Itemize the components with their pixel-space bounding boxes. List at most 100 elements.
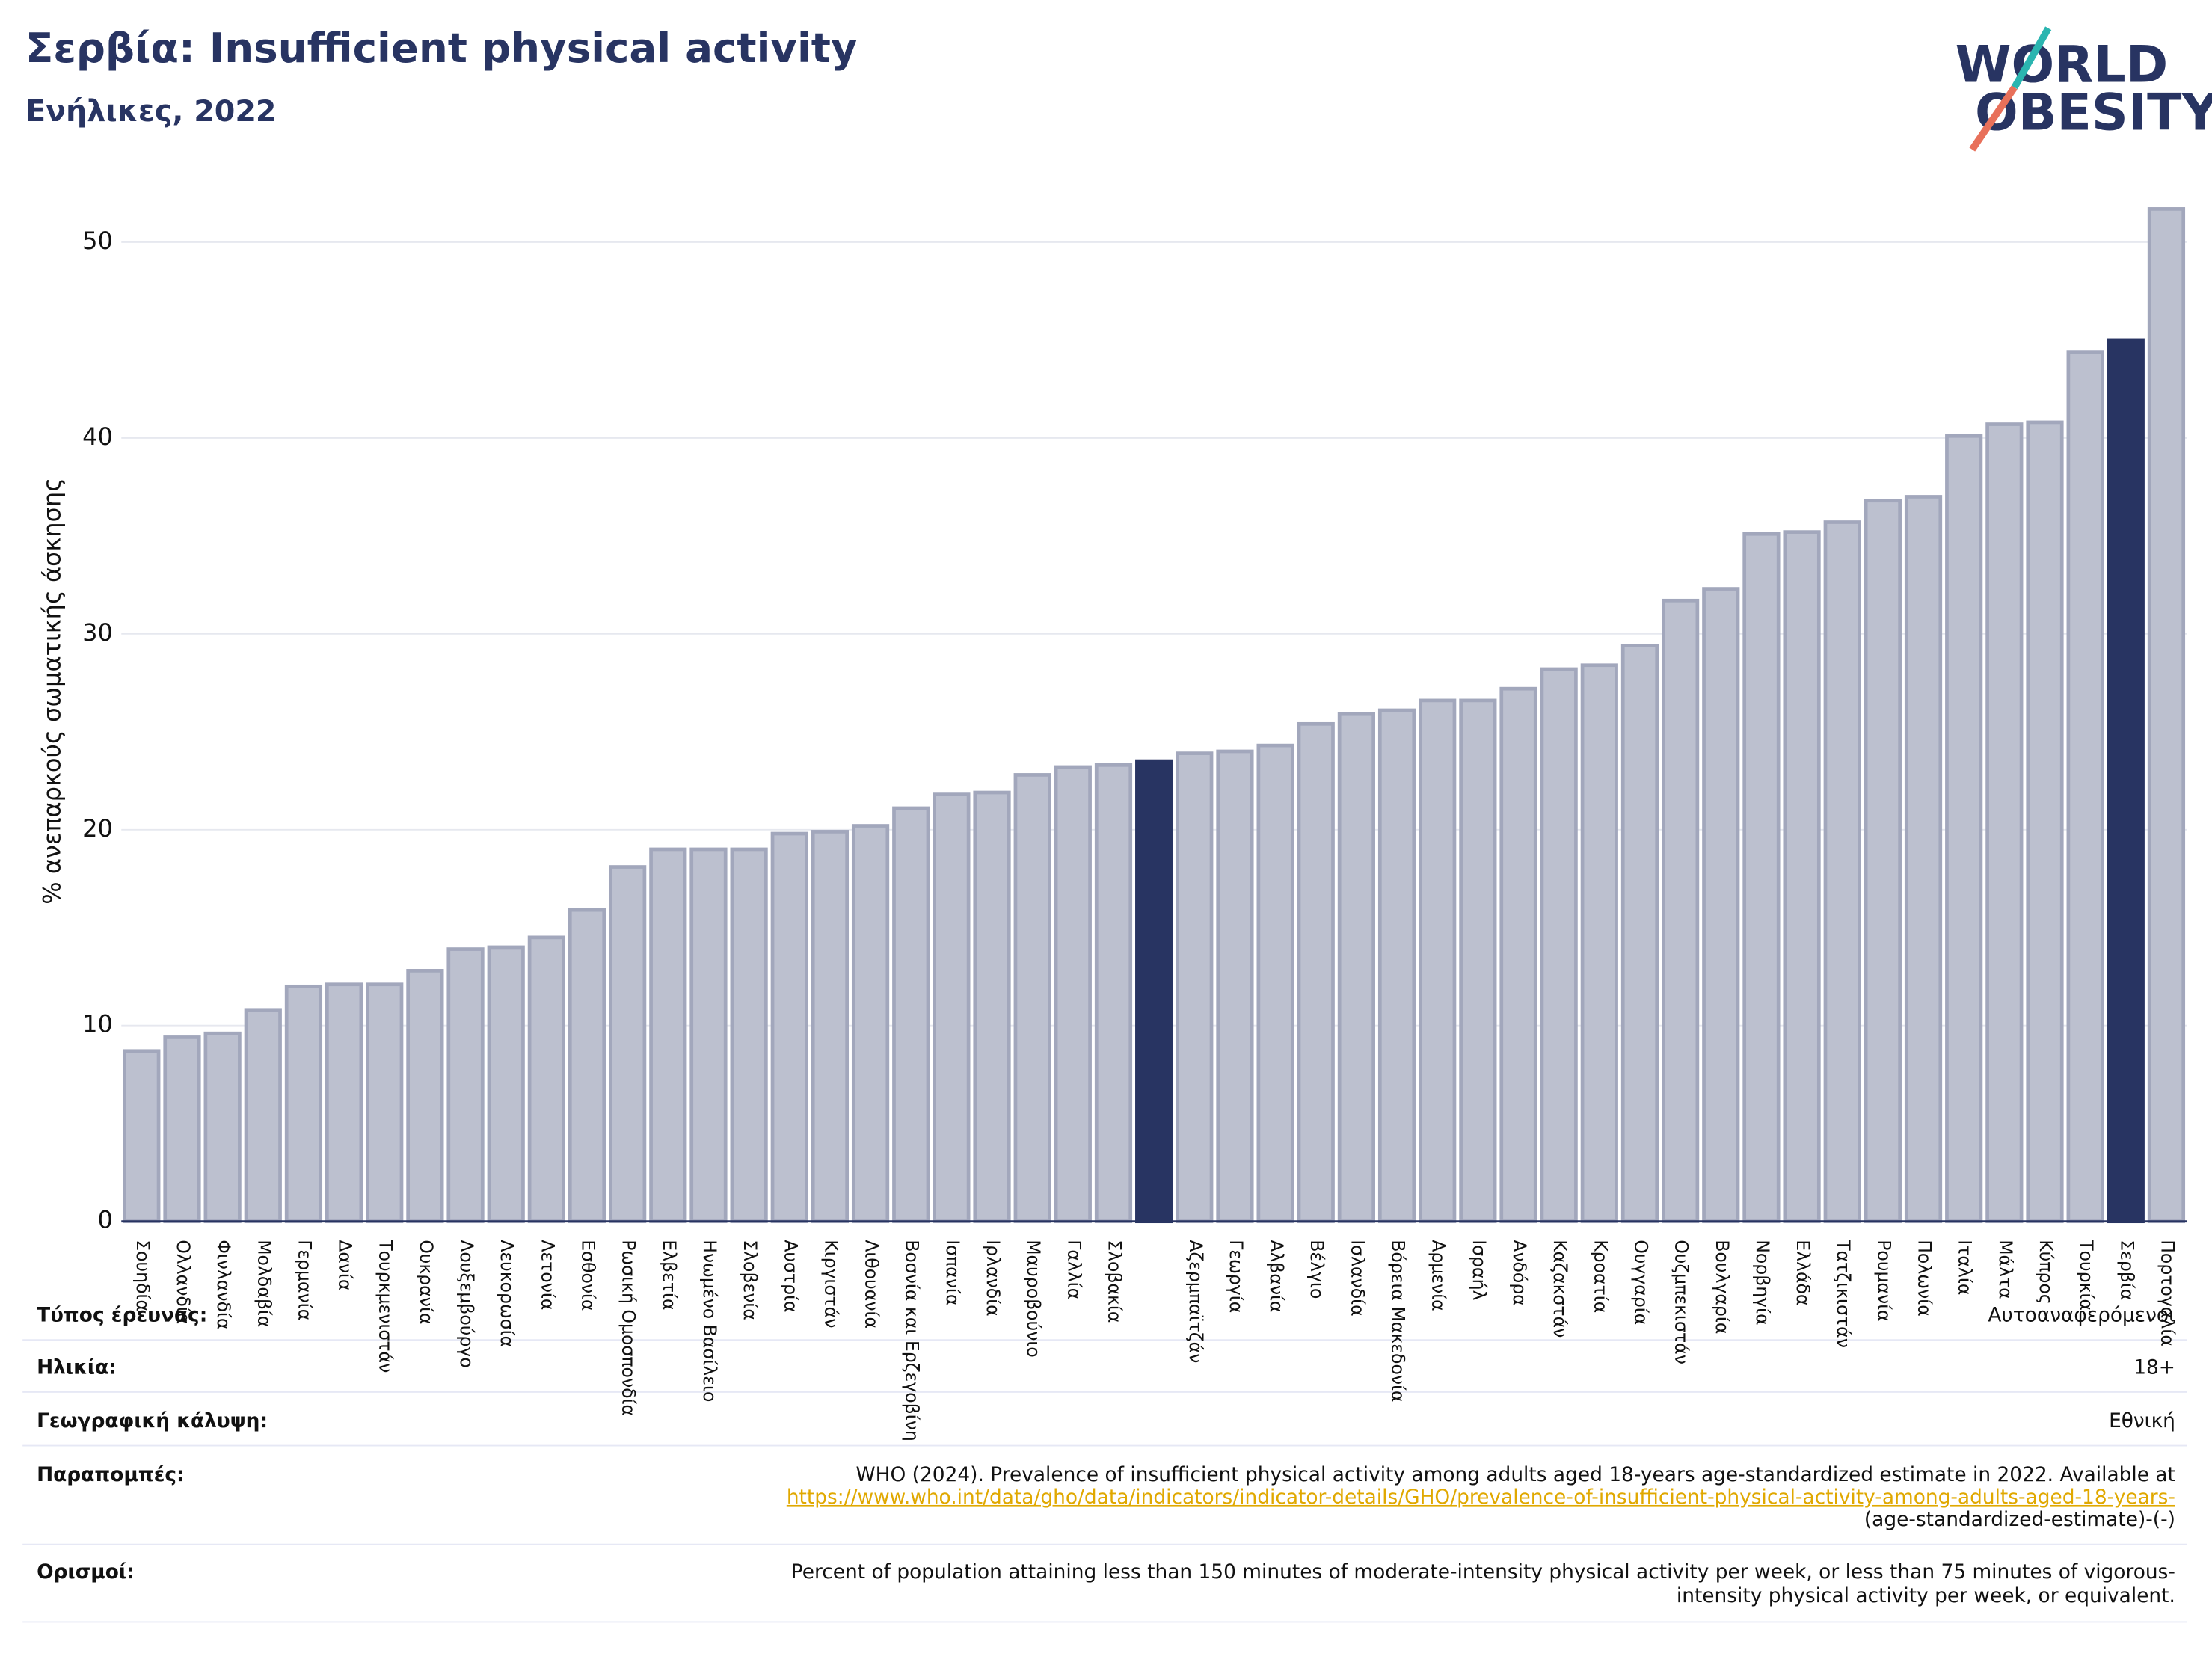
detail-value: Percent of population attaining less tha… xyxy=(791,1560,2175,1583)
y-axis-label: % ανεπαρκούς σωματικής άσκησης xyxy=(38,478,67,905)
bar xyxy=(284,984,323,1224)
bar xyxy=(123,1049,161,1224)
x-tick-label: Τουρκία xyxy=(2076,1239,2097,1311)
x-tick-label: Τουρκμενιστάν xyxy=(375,1239,396,1373)
chart-subtitle: Ενήλικες, 2022 xyxy=(25,94,276,129)
detail-label: Γεωγραφική κάλυψη: xyxy=(37,1409,268,1432)
bar xyxy=(568,908,606,1224)
detail-value: Εθνική xyxy=(2109,1409,2175,1432)
bar xyxy=(1377,708,1416,1224)
bar xyxy=(933,792,971,1224)
bar xyxy=(1823,520,1861,1224)
x-tick-label: Αλβανία xyxy=(1266,1240,1287,1312)
x-tick-label: Ουκρανία xyxy=(416,1240,437,1324)
bar xyxy=(1580,663,1618,1224)
bar xyxy=(244,1008,282,1224)
x-tick-label: Πολωνία xyxy=(1914,1240,1935,1317)
x-tick-label: Ιρλανδία xyxy=(983,1240,1004,1317)
bar xyxy=(1419,698,1457,1224)
bar xyxy=(446,947,485,1224)
bar xyxy=(163,1035,201,1224)
y-tick-label: 30 xyxy=(82,618,113,647)
x-tick-label: Τατζικιστάν xyxy=(1833,1239,1854,1348)
y-tick-label: 40 xyxy=(82,422,113,451)
x-tick-label: Λουξεμβούργο xyxy=(456,1240,477,1368)
x-tick-label: Βουλγαρία xyxy=(1712,1240,1733,1334)
x-tick-label: Μολδαβία xyxy=(254,1240,274,1327)
bar xyxy=(1945,434,1983,1224)
x-tick-label: Βόρεια Μακεδονία xyxy=(1388,1240,1409,1402)
bar xyxy=(1783,530,1821,1224)
bar xyxy=(1499,686,1537,1224)
x-tick-label: Ουζμπεκιστάν xyxy=(1671,1240,1692,1364)
bar xyxy=(649,847,687,1224)
x-tick-label: Λετονία xyxy=(537,1240,558,1310)
x-tick-label: Γεωργία xyxy=(1226,1240,1247,1313)
detail-value: 18+ xyxy=(2133,1355,2175,1379)
bar xyxy=(892,806,930,1224)
detail-label: Τύπος έρευνας: xyxy=(37,1304,207,1327)
x-tick-label: Γερμανία xyxy=(294,1240,315,1320)
logo: WORLD OBESITY xyxy=(1956,26,2212,152)
bar xyxy=(1135,759,1173,1224)
bar xyxy=(2026,420,2064,1224)
x-tick-label: Πορτογαλία xyxy=(2157,1240,2178,1346)
x-tick-label: Φινλανδία xyxy=(213,1240,234,1329)
bar xyxy=(1216,749,1254,1224)
detail-value: (age-standardized-estimate)-(-) xyxy=(1864,1508,2175,1531)
bar xyxy=(1904,495,1943,1224)
bar xyxy=(1742,532,1781,1224)
details: Τύπος έρευνας: Αυτοαναφερόμενοι Ηλικία: … xyxy=(22,1304,2187,1623)
x-tick-label: Καζακστάν xyxy=(1549,1240,1570,1338)
x-tick-label: Σλοβενία xyxy=(740,1240,761,1320)
bar xyxy=(730,847,768,1224)
y-tick-label: 0 xyxy=(98,1206,113,1234)
bar xyxy=(1297,721,1335,1224)
bar xyxy=(851,824,890,1224)
detail-label: Παραπομπές: xyxy=(37,1463,185,1486)
bar xyxy=(1620,644,1659,1224)
detail-value: intensity physical activity per week, or… xyxy=(1677,1584,2175,1607)
bar xyxy=(609,865,647,1224)
bar xyxy=(366,982,404,1224)
bar xyxy=(1864,499,1902,1224)
x-tick-label: Λιθουανία xyxy=(861,1240,882,1329)
y-tick-label: 20 xyxy=(82,814,113,843)
x-tick-label: Γαλλία xyxy=(1063,1240,1084,1299)
bar xyxy=(406,969,444,1224)
x-tick-label: Μαυροβούνιο xyxy=(1023,1240,1044,1358)
bar xyxy=(1702,587,1740,1224)
y-tick-label: 50 xyxy=(82,227,113,255)
x-tick-label: Ελβετία xyxy=(659,1240,680,1310)
bar xyxy=(325,982,363,1224)
bar xyxy=(1540,667,1578,1224)
logo-slash xyxy=(1969,85,2018,152)
x-tick-label: Μάλτα xyxy=(1995,1240,2016,1299)
bar xyxy=(1054,765,1092,1224)
x-tick-label: Ελλάδα xyxy=(1792,1240,1813,1305)
x-tick-label: Σερβία xyxy=(2116,1240,2137,1300)
x-tick-label: Νορβηγία xyxy=(1752,1240,1773,1326)
detail-label: Ηλικία: xyxy=(37,1355,117,1379)
bar xyxy=(203,1031,242,1224)
x-tick-label: Ισραήλ xyxy=(1469,1240,1490,1300)
x-tick-label: Ηνωμένο Βασίλειο xyxy=(699,1240,720,1402)
bar xyxy=(973,790,1011,1224)
x-tick-label: Κιργιστάν xyxy=(820,1240,841,1328)
x-tick-label: Βοσνία και Ερζεγοβίνη xyxy=(902,1240,923,1441)
bar xyxy=(2147,207,2186,1224)
bar xyxy=(2107,338,2145,1224)
logo-slash xyxy=(2011,26,2052,90)
y-tick-label: 10 xyxy=(82,1010,113,1038)
reference-link[interactable]: https://www.who.int/data/gho/data/indica… xyxy=(787,1486,2175,1509)
x-tick-label: Αζερμπαϊτζάν xyxy=(1185,1240,1206,1363)
x-tick-label: Ισπανία xyxy=(942,1240,963,1305)
bar xyxy=(1985,422,2024,1224)
bar xyxy=(1176,751,1214,1224)
bar xyxy=(1094,763,1133,1224)
bar xyxy=(770,831,808,1224)
chart-title: Σερβία: Insufficient physical activity xyxy=(25,24,858,72)
x-tick-label: Ανδόρα xyxy=(1509,1240,1530,1306)
